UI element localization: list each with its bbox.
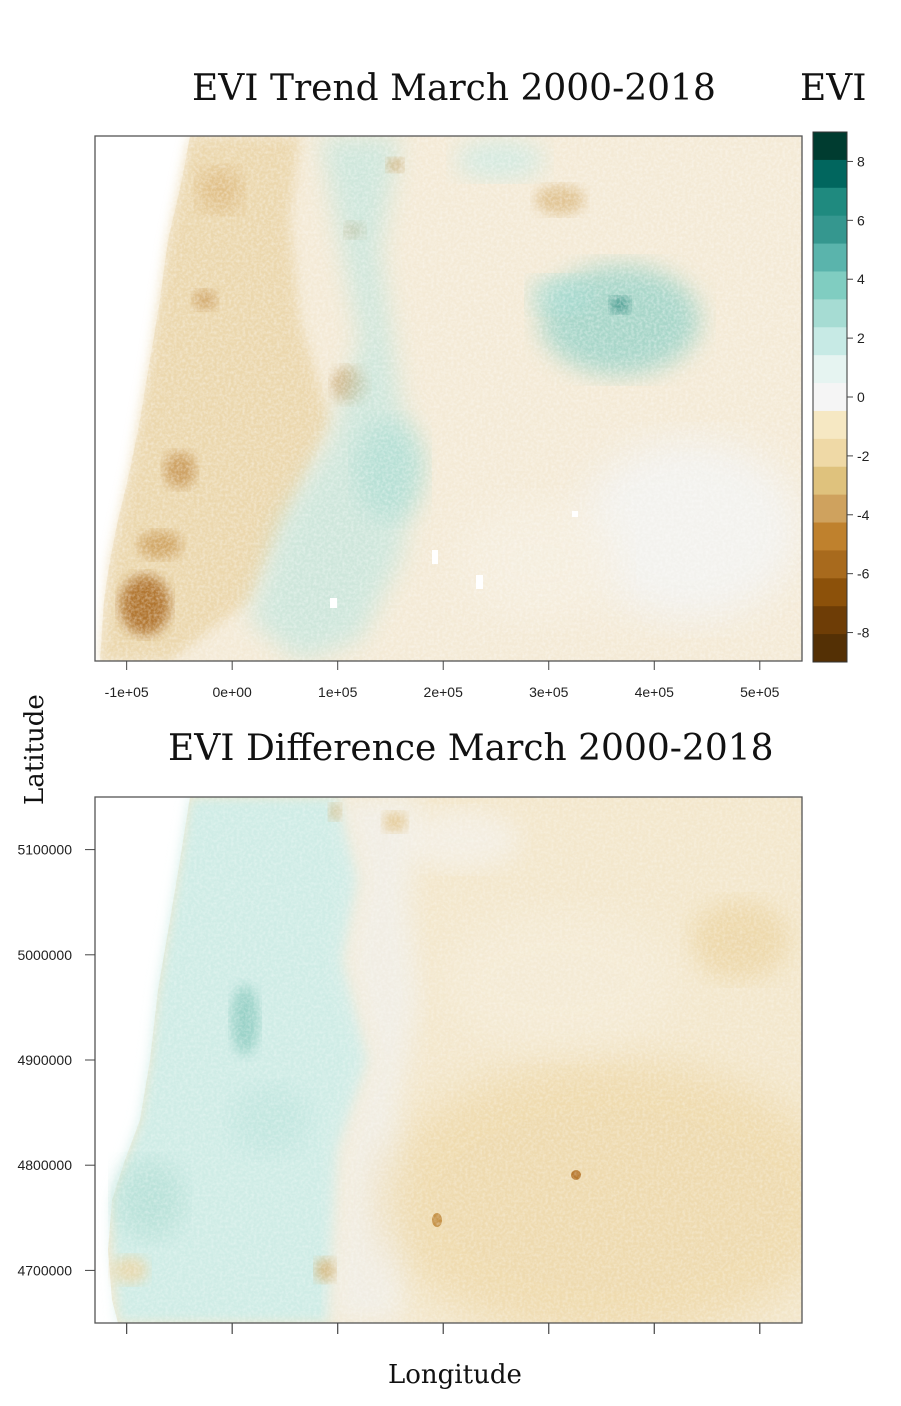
x-tick-label: 5e+05	[740, 684, 780, 700]
colorbar-title: EVI	[800, 68, 867, 109]
colorbar-tick-label: 4	[857, 271, 865, 287]
x-tick-label: -1e+05	[105, 684, 149, 700]
y-tick-label: 4900000	[17, 1052, 72, 1068]
y-tick-label: 4700000	[17, 1262, 72, 1278]
x-tick-label: 2e+05	[424, 684, 464, 700]
bottom-x-axis	[126, 1323, 761, 1334]
x-tick-label: 0e+00	[213, 684, 253, 700]
colorbar-tick-label: 8	[857, 153, 865, 169]
colorbar-cell	[813, 327, 847, 356]
y-tick-label: 5100000	[17, 842, 72, 858]
colorbar-cell	[813, 522, 847, 551]
x-axis-label: Longitude	[388, 1360, 522, 1390]
colorbar-cell	[813, 578, 847, 607]
colorbar-cell	[813, 410, 847, 440]
colorbar-cell	[813, 438, 847, 468]
x-tick-label: 3e+05	[529, 684, 569, 700]
bottom-map-panel: 5100000 5000000 4900000 4800000 4700000	[17, 796, 803, 1334]
top-map-raster	[95, 136, 802, 661]
colorbar-cell	[813, 159, 847, 189]
x-tick-label: 1e+05	[318, 684, 358, 700]
top-map-frame	[94, 135, 803, 662]
colorbar: 8 6 4 2 0 -2 -4 -6 -8	[812, 131, 870, 663]
colorbar-cell	[813, 271, 847, 300]
colorbar-tick-label: -4	[857, 507, 870, 523]
colorbar-cell	[813, 132, 847, 161]
colorbar-cell	[813, 383, 847, 412]
top-map-panel: -1e+05 0e+00 1e+05 2e+05 3e+05 4e+05 5e+05	[94, 135, 803, 700]
colorbar-cell	[813, 606, 847, 635]
colorbar-cell	[813, 494, 847, 524]
colorbar-tick-label: -6	[857, 566, 870, 582]
colorbar-cell	[813, 243, 847, 272]
colorbar-cell	[813, 466, 847, 496]
colorbar-cell	[813, 187, 847, 217]
colorbar-tick-label: 6	[857, 212, 865, 228]
y-tick-label: 4800000	[17, 1157, 72, 1173]
colorbar-cell	[813, 215, 847, 245]
top-x-axis: -1e+05 0e+00 1e+05 2e+05 3e+05 4e+05 5e+05	[105, 661, 780, 700]
colorbar-cell	[813, 299, 847, 328]
colorbar-tick-label: -2	[857, 448, 870, 464]
y-tick-label: 5000000	[17, 947, 72, 963]
x-tick-label: 4e+05	[635, 684, 675, 700]
colorbar-tick-label: 0	[857, 389, 865, 405]
colorbar-cell	[813, 355, 847, 384]
colorbar-tick-label: 2	[857, 330, 865, 346]
bottom-map-raster	[95, 797, 802, 1323]
colorbar-cell	[813, 550, 847, 579]
colorbar-tick-label: -8	[857, 625, 870, 641]
bottom-y-axis: 5100000 5000000 4900000 4800000 4700000	[17, 842, 95, 1278]
colorbar-cell	[813, 634, 847, 663]
